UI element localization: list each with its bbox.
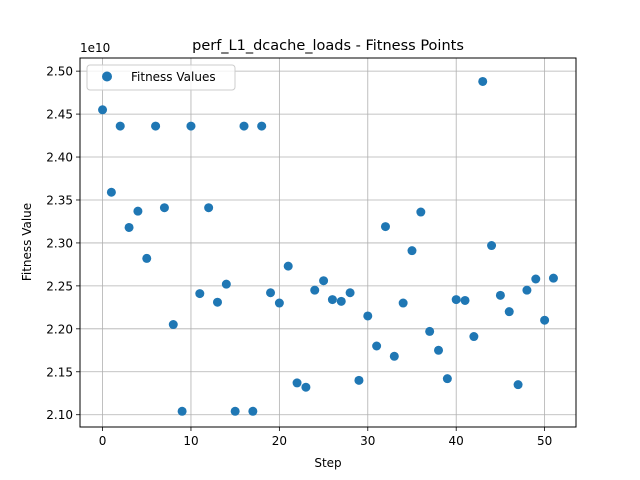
data-point (398, 298, 408, 308)
data-point (504, 307, 514, 317)
x-tick-label: 0 (99, 434, 107, 448)
y-axis-offset-label: 1e10 (80, 41, 110, 55)
x-tick-label: 20 (272, 434, 287, 448)
data-point (257, 121, 267, 131)
y-axis-ticks: 2.10 2.15 2.20 2.25 2.30 2.35 2.40 2.45 2.50 (46, 65, 80, 422)
data-point (380, 222, 390, 232)
y-tick-label: 2.10 (46, 408, 73, 422)
chart-title: perf_L1_dcache_loads - Fitness Points (192, 38, 464, 54)
data-points (98, 76, 558, 416)
legend-box (86, 64, 236, 91)
data-point (434, 345, 444, 355)
y-tick-label: 2.15 (46, 365, 73, 379)
y-tick-label: 2.50 (46, 65, 73, 79)
data-point (336, 296, 346, 306)
data-point (540, 315, 550, 325)
x-axis-ticks: 0 10 20 30 40 50 (99, 427, 552, 448)
data-point (212, 297, 222, 307)
y-tick-label: 2.45 (46, 108, 73, 122)
data-point (531, 274, 541, 284)
data-point (186, 121, 196, 131)
data-point (487, 241, 497, 251)
data-point (266, 288, 276, 298)
data-point (177, 406, 187, 416)
y-tick-label: 2.35 (46, 193, 73, 207)
x-axis-label: Step (314, 456, 341, 470)
data-point (442, 374, 452, 384)
data-point (124, 222, 134, 232)
data-point (478, 76, 488, 86)
data-point (283, 261, 293, 271)
legend: Fitness Values (86, 64, 236, 91)
data-point (221, 279, 231, 289)
x-tick-label: 10 (183, 434, 198, 448)
x-tick-label: 50 (537, 434, 552, 448)
data-point (363, 311, 373, 321)
x-tick-label: 30 (360, 434, 375, 448)
data-point (319, 276, 329, 286)
data-point (292, 378, 302, 388)
data-point (469, 332, 479, 342)
data-point (451, 295, 461, 305)
data-point (142, 253, 152, 263)
data-point (151, 121, 161, 131)
data-point (407, 246, 417, 256)
data-point (106, 187, 116, 197)
y-tick-label: 2.40 (46, 151, 73, 165)
data-point (301, 382, 311, 392)
data-point (416, 207, 426, 217)
data-point (354, 375, 364, 385)
data-point (389, 351, 399, 361)
data-point (327, 295, 337, 305)
data-point (495, 290, 505, 300)
legend-label: Fitness Values (131, 70, 216, 84)
data-point (274, 298, 284, 308)
data-point (548, 273, 558, 283)
y-tick-label: 2.25 (46, 279, 73, 293)
plot-frame (79, 57, 577, 428)
data-point (345, 288, 355, 298)
data-point (522, 285, 532, 295)
data-point (159, 203, 169, 213)
y-tick-label: 2.20 (46, 322, 73, 336)
x-tick-label: 40 (449, 434, 464, 448)
data-point (248, 406, 258, 416)
data-point (133, 206, 143, 216)
data-point (195, 289, 205, 299)
data-point (513, 380, 523, 390)
legend-marker-icon (102, 71, 112, 82)
y-tick-label: 2.30 (46, 236, 73, 250)
data-point (230, 406, 240, 416)
data-point (460, 295, 470, 305)
data-point (115, 121, 125, 131)
data-point (204, 203, 214, 213)
data-point (239, 121, 249, 131)
y-axis-label: Fitness Value (20, 203, 34, 281)
data-point (98, 105, 108, 115)
data-point (372, 341, 382, 351)
data-point (310, 285, 320, 295)
data-point (168, 320, 178, 330)
data-point (425, 326, 435, 336)
